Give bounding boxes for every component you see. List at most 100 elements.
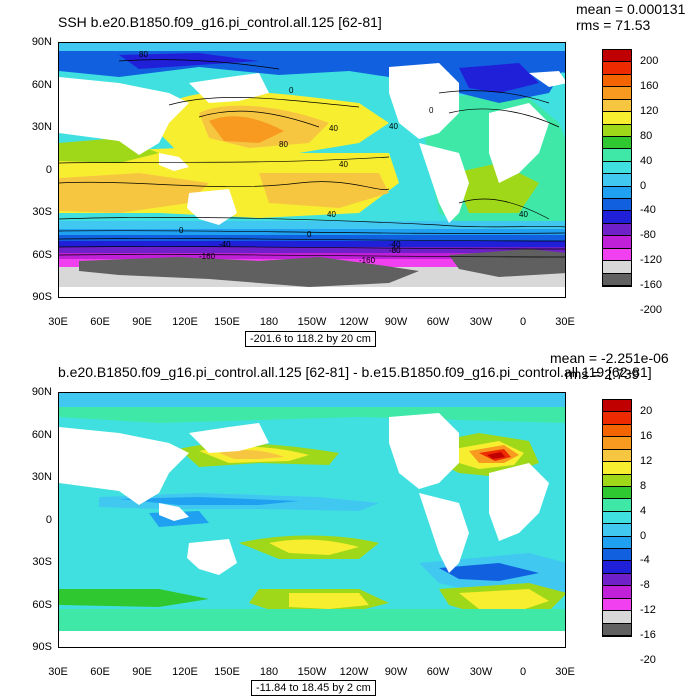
lat-tick: 60S <box>32 599 52 611</box>
mean-stat: mean = 0.000131 <box>576 1 686 17</box>
colorbar-swatch <box>603 462 631 475</box>
colorbar-label: 20 <box>640 405 653 418</box>
contour-label: 0 <box>429 106 434 115</box>
lat-tick: 0 <box>45 164 52 176</box>
mean-stat: mean = -2.251e-06 <box>550 350 669 366</box>
contour-label: 40 <box>389 122 398 131</box>
lat-tick: 30N <box>31 471 52 483</box>
lon-tick: 30W <box>469 316 493 328</box>
colorbar-swatch <box>603 74 631 88</box>
colorbar-label: -120 <box>640 254 663 267</box>
colorbar-swatch <box>603 449 631 463</box>
lon-tick: 60E <box>90 316 110 328</box>
ssh-map-panel: SSH b.e20.B1850.f09_g16.pi_control.all.1… <box>31 1 686 347</box>
colorbar-swatch <box>603 598 631 612</box>
lat-tick: 90N <box>31 36 52 48</box>
contour-label: 40 <box>339 160 348 169</box>
map-title: SSH b.e20.B1850.f09_g16.pi_control.all.1… <box>58 14 382 30</box>
contour-label: 0 <box>307 230 312 239</box>
contour-label: -80 <box>389 246 401 255</box>
colorbar-swatch <box>603 62 631 75</box>
lat-tick: 60N <box>31 429 52 441</box>
colorbar-label: -40 <box>640 204 656 217</box>
colorbar-swatch <box>603 99 631 113</box>
lat-tick: 0 <box>45 514 52 526</box>
ssh-difference-map <box>58 392 566 648</box>
colorbar-swatch <box>603 186 631 200</box>
colorbar-label: 120 <box>640 105 659 118</box>
colorbar-swatch <box>603 623 631 636</box>
colorbar-label: -16 <box>640 629 656 641</box>
colorbar-swatch <box>603 223 631 237</box>
colorbar-label: -160 <box>640 279 663 291</box>
contour-label: -40 <box>219 240 231 249</box>
colorbar-swatch <box>603 412 631 425</box>
lon-tick: 30E <box>555 666 575 678</box>
colorbar-swatch <box>603 273 631 286</box>
lon-tick: 90E <box>132 666 152 678</box>
lon-tick: 150E <box>214 666 240 678</box>
colorbar-label: -8 <box>640 579 650 592</box>
rms-stat: rms = 71.53 <box>576 17 651 33</box>
rms-stat: rms = 2.739 <box>565 366 640 382</box>
colorbar-swatch <box>603 573 631 587</box>
lon-tick: 30E <box>48 666 68 678</box>
colorbar-swatch <box>603 586 631 599</box>
colorbar-swatch <box>603 87 631 100</box>
contour-label: 40 <box>519 210 528 219</box>
colorbar-label: 0 <box>640 179 647 192</box>
colorbar-label: 160 <box>640 80 659 93</box>
colorbar-swatch <box>603 561 631 574</box>
lon-tick: 30E <box>555 316 575 328</box>
lon-tick: 90E <box>132 316 152 328</box>
colorbar-swatch <box>603 124 631 137</box>
ssh-map: 80 0 40 80 40 40 40 0 40 0 -40 -40 -80 -… <box>58 42 566 298</box>
lat-tick: 90S <box>32 641 52 653</box>
colorbar-swatch <box>603 161 631 175</box>
colorbar-swatch <box>603 511 631 525</box>
lon-tick: 30W <box>469 666 493 678</box>
lat-tick: 90S <box>32 291 52 303</box>
colorbar-swatch <box>603 50 631 63</box>
colorbar-label: 200 <box>640 55 659 68</box>
colorbar-label: 8 <box>640 479 647 492</box>
colorbar-swatch <box>603 400 631 413</box>
lon-tick: 0 <box>519 666 527 678</box>
colorbar-swatch <box>603 536 631 550</box>
lon-tick: 180 <box>259 666 279 678</box>
lon-tick: 60E <box>90 666 110 678</box>
ssh-difference-map-panel: b.e20.B1850.f09_g16.pi_control.all.125 [… <box>0 350 700 700</box>
colorbar-swatch <box>603 236 631 249</box>
contour-label: -160 <box>199 252 216 261</box>
lon-tick: 120W <box>339 316 369 328</box>
contour-label: 0 <box>179 226 184 235</box>
colorbar-swatch <box>603 524 631 537</box>
colorbar-label: 16 <box>640 430 653 443</box>
colorbar-swatch <box>603 149 631 162</box>
lon-tick: 0 <box>519 316 527 328</box>
lon-tick: 150E <box>214 316 240 328</box>
colorbar-swatch <box>603 474 631 487</box>
contour-label: -160 <box>359 256 376 265</box>
lat-tick: 60S <box>32 249 52 261</box>
lon-tick: 120W <box>339 666 369 678</box>
colorbar-label: -20 <box>640 653 656 666</box>
colorbar-swatch <box>603 486 631 500</box>
colorbar <box>602 49 632 287</box>
contour-label: 80 <box>139 50 148 59</box>
colorbar-swatch <box>603 174 631 187</box>
colorbar-swatch <box>603 261 631 274</box>
colorbar-swatch <box>603 424 631 438</box>
colorbar-label: 12 <box>640 455 653 468</box>
lon-tick: 150W <box>297 316 327 328</box>
colorbar-label: -80 <box>640 229 656 242</box>
contour-label: -40 <box>389 240 401 249</box>
colorbar-label: 0 <box>640 529 647 542</box>
colorbar-label: 4 <box>640 504 647 517</box>
lat-tick: 30S <box>32 206 52 218</box>
colorbar <box>602 399 632 637</box>
colorbar-swatch <box>603 112 631 125</box>
lat-tick: 90N <box>31 386 52 398</box>
contour-label: 40 <box>327 210 336 219</box>
colorbar-swatch <box>603 611 631 624</box>
